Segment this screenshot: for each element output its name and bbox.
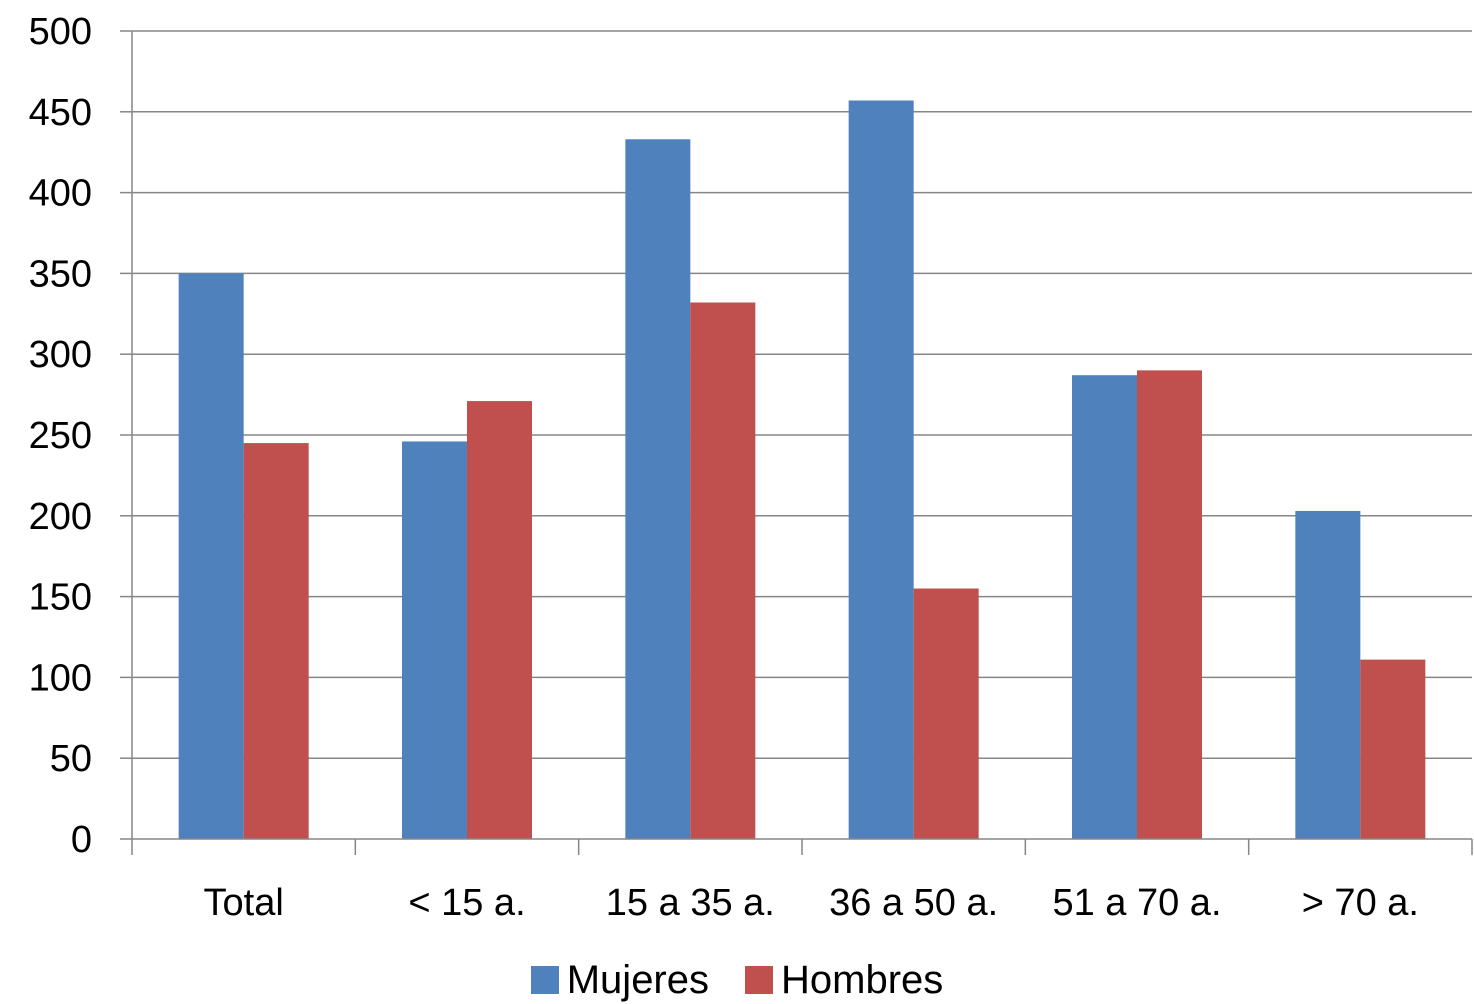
y-tick-label: 200 — [29, 496, 92, 538]
x-tick-label: 51 a 70 a. — [1052, 882, 1221, 924]
legend-label-mujeres: Mujeres — [566, 958, 709, 1002]
bar-mujeres-3 — [848, 100, 914, 840]
bar-mujeres-2 — [625, 139, 691, 840]
gridlines — [132, 30, 1472, 759]
bars — [178, 100, 1426, 840]
legend-item-mujeres: Mujeres — [530, 958, 709, 1002]
y-tick-label: 450 — [29, 92, 92, 134]
bar-mujeres-0 — [178, 273, 244, 839]
bar-hombres-0 — [243, 443, 309, 839]
y-tick-label: 50 — [50, 738, 92, 780]
y-tick-label: 100 — [29, 657, 92, 699]
x-axis-ticks: Total < 15 a. 15 a 35 a. 36 a 50 a. 51 a 70 … — [204, 882, 1419, 924]
bar-hombres-2 — [690, 302, 756, 839]
x-tick-label: > 70 a. — [1302, 882, 1419, 924]
bar-mujeres-1 — [402, 441, 467, 839]
bar-hombres-1 — [467, 401, 532, 839]
y-tick-label: 150 — [29, 577, 92, 619]
x-tick-label: < 15 a. — [408, 882, 525, 924]
x-tick-label: 15 a 35 a. — [606, 882, 775, 924]
legend-swatch-hombres — [745, 966, 773, 994]
bar-hombres-4 — [1137, 370, 1202, 839]
x-tick-label: Total — [204, 882, 284, 924]
bar-hombres-5 — [1360, 659, 1426, 839]
legend-item-hombres: Hombres — [745, 958, 943, 1002]
x-tick-label: 36 a 50 a. — [829, 882, 998, 924]
y-axis-ticks: 0 50 100 150 200 250 300 350 400 450 500 — [29, 11, 92, 861]
axes — [120, 30, 1473, 855]
bar-mujeres-4 — [1072, 375, 1137, 839]
y-tick-label: 350 — [29, 253, 92, 295]
y-tick-label: 0 — [71, 819, 92, 861]
legend-swatch-mujeres — [530, 966, 559, 994]
bar-hombres-3 — [913, 588, 979, 839]
y-tick-label: 300 — [29, 334, 92, 376]
legend: Mujeres Hombres — [0, 958, 1474, 1002]
y-tick-label: 250 — [29, 415, 92, 457]
bar-mujeres-5 — [1295, 510, 1361, 839]
y-tick-label: 500 — [29, 11, 92, 53]
legend-label-hombres: Hombres — [781, 958, 944, 1002]
y-tick-label: 400 — [29, 173, 92, 215]
